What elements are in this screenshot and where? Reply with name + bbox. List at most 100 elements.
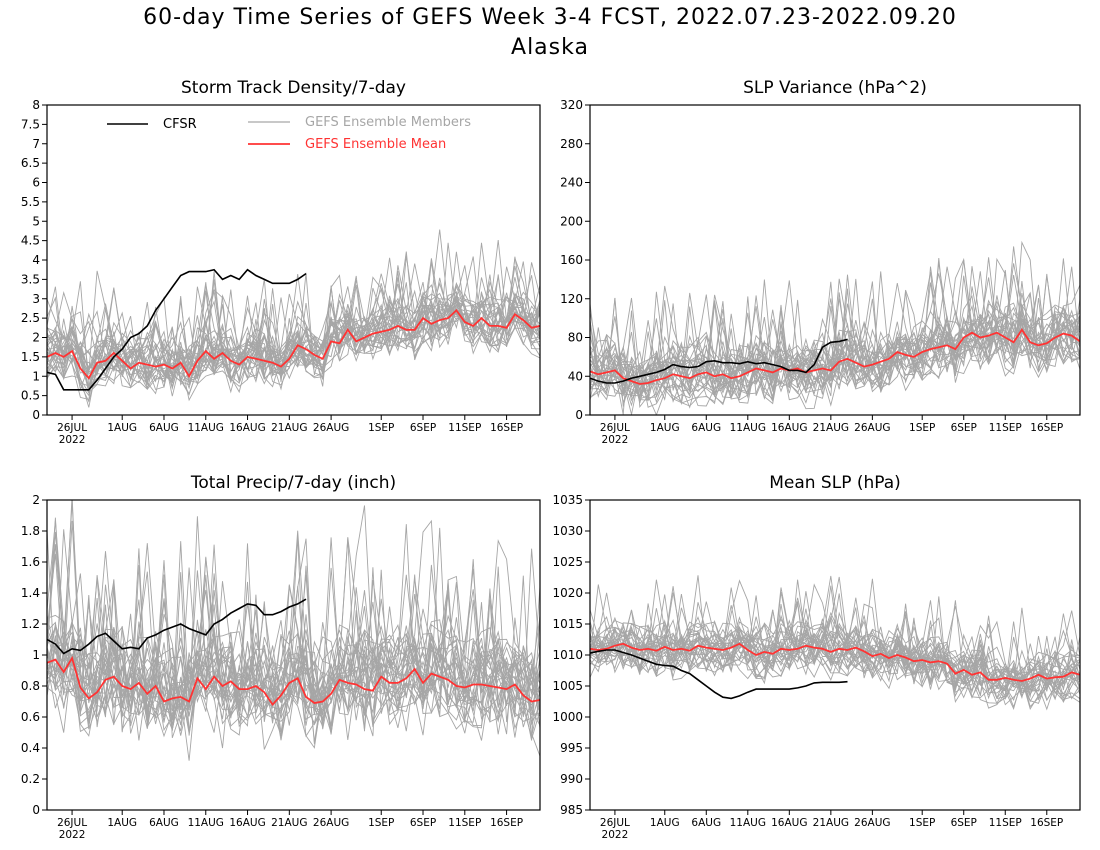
y-tick-label: 1005	[552, 679, 583, 693]
x-tick-label: 11AUG	[188, 817, 224, 829]
y-tick-label: 1.6	[21, 555, 40, 569]
y-tick-label: 8	[32, 98, 40, 112]
y-tick-label: 0.2	[21, 772, 40, 786]
y-tick-label: 1	[32, 648, 40, 662]
ensemble-member-line	[590, 628, 1080, 692]
x-tick-label: 26AUG	[854, 422, 890, 434]
x-tick-label: 6SEP	[951, 817, 977, 829]
x-tick-label: 6AUG	[691, 422, 721, 434]
x-tick-label: 26JUL	[600, 817, 630, 829]
ensemble-member-line	[590, 609, 1080, 711]
x-year-label: 2022	[59, 434, 86, 446]
x-tick-label: 1SEP	[909, 422, 935, 434]
x-tick-label: 26JUL	[57, 422, 87, 434]
y-tick-label: 1025	[552, 555, 583, 569]
legend: CFSR GEFS Ensemble Members GEFS Ensemble M…	[107, 115, 471, 152]
legend-members-label: GEFS Ensemble Members	[305, 115, 471, 130]
x-tick-label: 11SEP	[989, 817, 1022, 829]
panel-frame	[46, 499, 541, 811]
panel-title: Storm Track Density/7-day	[181, 78, 406, 98]
x-tick-label: 16SEP	[1030, 422, 1063, 434]
ensemble-member-line	[590, 266, 1080, 403]
x-tick-label: 11SEP	[989, 422, 1022, 434]
page-title: 60-day Time Series of GEFS Week 3-4 FCST…	[143, 5, 957, 30]
y-tick-label: 240	[560, 176, 583, 190]
x-tick-label: 1SEP	[909, 817, 935, 829]
ensemble-member-line	[47, 584, 540, 718]
ensemble-member-line	[590, 625, 1080, 708]
panel-title: Mean SLP (hPa)	[769, 473, 901, 493]
ensemble-member-line	[590, 274, 1080, 405]
x-tick-label: 11AUG	[730, 422, 766, 434]
x-tick-label: 26AUG	[313, 422, 349, 434]
ensemble-members	[590, 575, 1080, 711]
x-tick-label: 11AUG	[730, 817, 766, 829]
y-tick-label: 0.6	[21, 710, 40, 724]
y-tick-label: 985	[560, 803, 583, 817]
y-tick-label: 1030	[552, 524, 583, 538]
x-tick-label: 16AUG	[771, 422, 807, 434]
y-tick-label: 120	[560, 292, 583, 306]
x-tick-label: 16SEP	[1030, 817, 1063, 829]
x-tick-label: 26JUL	[600, 422, 630, 434]
y-tick-label: 5	[32, 214, 40, 228]
x-year-label: 2022	[59, 829, 86, 841]
x-tick-label: 6SEP	[951, 422, 977, 434]
ensemble-member-line	[590, 630, 1080, 691]
y-tick-label: 1015	[552, 617, 583, 631]
y-tick-label: 80	[568, 331, 583, 345]
panel-frame	[589, 499, 1081, 811]
ensemble-members	[47, 229, 540, 408]
ensemble-member-line	[590, 591, 1080, 711]
ensemble-member-line	[590, 576, 1080, 694]
ensemble-member-line	[590, 618, 1080, 690]
x-tick-label: 6SEP	[410, 422, 436, 434]
x-tick-label: 1AUG	[650, 422, 680, 434]
y-tick-label: 1.2	[21, 617, 40, 631]
ensemble-member-line	[590, 575, 1080, 679]
x-year-label: 2022	[602, 434, 629, 446]
y-tick-label: 1.4	[21, 586, 40, 600]
x-tick-label: 1AUG	[107, 817, 137, 829]
y-tick-label: 1020	[552, 586, 583, 600]
panel-frame	[589, 104, 1081, 416]
x-tick-label: 16AUG	[229, 422, 265, 434]
y-tick-label: 0	[32, 408, 40, 422]
legend-cfsr-label: CFSR	[163, 117, 197, 132]
y-tick-label: 7.5	[21, 117, 40, 131]
x-tick-label: 11AUG	[188, 422, 224, 434]
x-tick-label: 6AUG	[149, 422, 179, 434]
y-tick-label: 2	[32, 331, 40, 345]
ensemble-member-line	[47, 296, 540, 408]
ensemble-mean-line	[590, 328, 1080, 385]
y-tick-label: 1.5	[21, 350, 40, 364]
x-tick-label: 26AUG	[313, 817, 349, 829]
x-tick-label: 1AUG	[107, 422, 137, 434]
x-tick-label: 26AUG	[854, 817, 890, 829]
x-tick-label: 16AUG	[229, 817, 265, 829]
ensemble-member-line	[590, 621, 1080, 706]
x-tick-label: 6AUG	[149, 817, 179, 829]
y-tick-label: 1035	[552, 493, 583, 507]
chart-panel-3: Total Precip/7-day (inch)00.20.40.60.811…	[21, 473, 541, 841]
x-tick-label: 21AUG	[271, 817, 307, 829]
y-tick-label: 40	[568, 369, 583, 383]
y-tick-label: 0.4	[21, 741, 40, 755]
cfsr-line	[47, 268, 307, 391]
x-tick-label: 6SEP	[410, 817, 436, 829]
y-tick-label: 0	[575, 408, 583, 422]
ensemble-members	[590, 240, 1080, 415]
x-tick-label: 16SEP	[490, 817, 523, 829]
x-tick-label: 16AUG	[771, 817, 807, 829]
panel-title: Total Precip/7-day (inch)	[190, 473, 396, 493]
chart-panel-2: SLP Variance (hPa^2) 0 40 80 120 160 200 240 280…	[560, 78, 1081, 446]
ensemble-member-line	[590, 615, 1080, 701]
x-tick-label: 11SEP	[448, 817, 481, 829]
y-tick-label: 2	[32, 493, 40, 507]
page-subtitle: Alaska	[511, 35, 589, 60]
x-tick-label: 21AUG	[813, 817, 849, 829]
x-tick-label: 16SEP	[490, 422, 523, 434]
y-tick-label: 1	[32, 369, 40, 383]
y-tick-label: 4	[32, 253, 40, 267]
ensemble-member-line	[590, 269, 1080, 396]
